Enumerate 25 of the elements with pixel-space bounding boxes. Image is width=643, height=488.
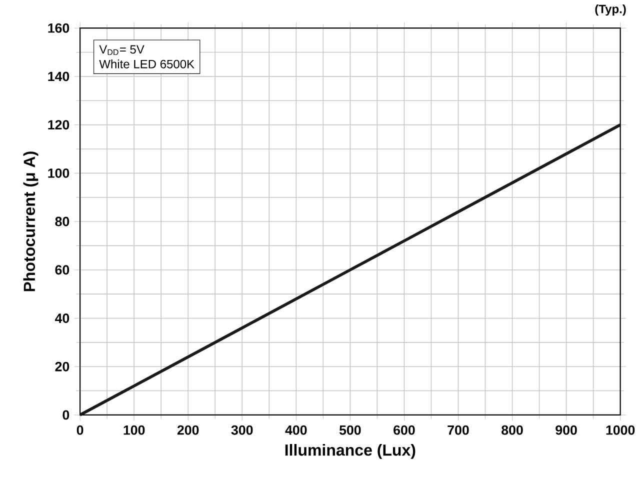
x-tick-label: 600 — [394, 425, 415, 435]
y-tick-label: 80 — [55, 216, 70, 226]
x-tick-label: 400 — [285, 425, 307, 435]
x-tick-label: 900 — [556, 425, 577, 435]
x-tick-label: 200 — [177, 425, 199, 435]
annotation: White LED 6500K — [99, 59, 194, 68]
x-tick-label: 0 — [76, 425, 84, 435]
x-axis-title: Illuminance (Lux) — [285, 444, 416, 459]
x-tick-label: 700 — [448, 425, 469, 435]
y-tick-label: 0 — [62, 410, 70, 420]
y-tick-label: 40 — [55, 313, 70, 323]
y-axis-title: Photocurrent (μ A) — [23, 151, 38, 292]
x-tick-label: 100 — [124, 425, 145, 435]
y-tick-label: 160 — [48, 23, 70, 33]
x-tick-label: 500 — [339, 425, 361, 435]
y-tick-label: 100 — [48, 168, 70, 178]
y-tick-label: 120 — [48, 120, 70, 130]
x-tick-label: 800 — [502, 425, 523, 435]
annotation: V$_{DD}$= 5V — [99, 45, 144, 55]
y-tick-label: 20 — [55, 362, 70, 372]
text: (Typ.) — [595, 4, 626, 16]
x-tick-label: 1000 — [606, 425, 635, 435]
y-tick-label: 140 — [48, 72, 70, 82]
x-tick-label: 300 — [231, 425, 253, 435]
y-tick-label: 60 — [55, 265, 70, 274]
